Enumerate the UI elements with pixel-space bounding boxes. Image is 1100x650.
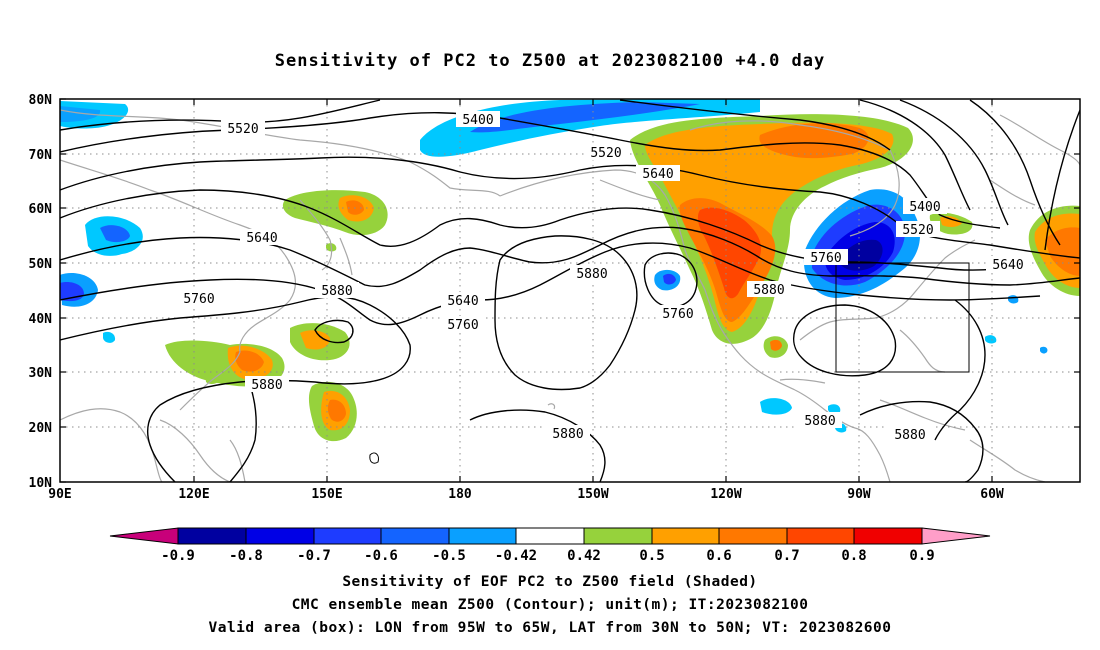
coastlines: [60, 109, 1080, 482]
svg-text:5520: 5520: [227, 122, 258, 137]
colorbar-labels: -0.9 -0.8 -0.7 -0.6 -0.5 -0.42 0.42 0.5 …: [161, 548, 935, 564]
svg-text:5880: 5880: [804, 414, 835, 429]
contour-label-5760-east: 5760: [804, 249, 848, 266]
contour-label-5760-pacific: 5760: [441, 316, 485, 333]
contour-label-5400-arctic: 5400: [456, 111, 500, 128]
svg-text:5640: 5640: [447, 294, 478, 309]
svg-text:5880: 5880: [321, 284, 352, 299]
longitude-axis: 90E 120E 150E 180 150W 120W 90W 60W: [48, 99, 1004, 502]
contour-label-5880-southwest: 5880: [245, 376, 289, 393]
svg-text:5640: 5640: [992, 258, 1023, 273]
lon-tick-label: 90E: [48, 487, 71, 502]
lon-tick-label: 120E: [178, 487, 209, 502]
contour-label-5880-tropics: 5880: [546, 425, 590, 442]
colorbar-tick-label: 0.9: [909, 548, 934, 564]
shaded-sensitivity-fields: [60, 99, 1080, 442]
svg-text:5880: 5880: [753, 283, 784, 298]
footer-line-3: Valid area (box): LON from 95W to 65W, L…: [208, 620, 892, 636]
colorbar-tick-label: 0.8: [841, 548, 866, 564]
latitude-axis: 80N 70N 60N 50N 40N 30N 20N 10N: [29, 93, 1080, 491]
contour-label-5400-east: 5400: [903, 198, 947, 215]
svg-text:5880: 5880: [894, 428, 925, 443]
svg-text:5520: 5520: [590, 146, 621, 161]
svg-text:5880: 5880: [251, 378, 282, 393]
colorbar-bin: [177, 527, 247, 545]
svg-text:5640: 5640: [642, 167, 673, 182]
colorbar-bin: [515, 527, 585, 545]
lon-tick-label: 90W: [847, 487, 871, 502]
contour-label-5520-central: 5520: [584, 144, 628, 161]
colorbar-bin: [786, 527, 855, 545]
colorbar-bin: [583, 527, 653, 545]
colorbar-bin: [380, 527, 450, 545]
contour-label-5880-pacific: 5880: [570, 265, 614, 282]
colorbar: [109, 527, 991, 545]
colorbar-tick-label: -0.8: [229, 548, 263, 564]
lat-tick-label: 30N: [29, 366, 53, 381]
lat-tick-label: 10N: [29, 476, 53, 491]
colorbar-bin: [245, 527, 315, 545]
plot-frame: [59, 98, 1081, 483]
svg-text:5880: 5880: [576, 267, 607, 282]
contour-label-5880-caribbean: 5880: [888, 426, 932, 443]
contour-labels: 5400 5520 5520 5640 5640 5760 5880 5640 …: [177, 111, 1030, 443]
colorbar-bin: [448, 527, 517, 545]
colorbar-tick-label: 0.42: [567, 548, 601, 564]
svg-text:5760: 5760: [662, 307, 693, 322]
colorbar-bin: [853, 527, 923, 545]
contour-label-5760-low: 5760: [656, 305, 700, 322]
lon-tick-label: 180: [448, 487, 472, 502]
colorbar-tick-label: 0.5: [639, 548, 664, 564]
contour-label-5520-west: 5520: [221, 120, 265, 137]
contour-label-5520-east: 5520: [896, 221, 940, 238]
footer-line-1: Sensitivity of EOF PC2 to Z500 field (Sh…: [342, 574, 758, 590]
lat-tick-label: 50N: [29, 257, 53, 272]
colorbar-upper-triangle: [921, 527, 991, 545]
valid-area-box: [835, 262, 970, 373]
colorbar-lower-triangle: [109, 527, 179, 545]
svg-text:5760: 5760: [447, 318, 478, 333]
colorbar-bin: [718, 527, 788, 545]
contour-label-5640-pacific: 5640: [441, 292, 485, 309]
svg-text:5400: 5400: [909, 200, 940, 215]
contour-label-5640-west: 5640: [240, 229, 284, 246]
svg-text:5880: 5880: [552, 427, 583, 442]
lat-tick-label: 60N: [29, 202, 53, 217]
contour-label-5640-east: 5640: [986, 256, 1030, 273]
colorbar-tick-label: 0.6: [706, 548, 731, 564]
contour-label-5880-gulf: 5880: [798, 412, 842, 429]
colorbar-bin: [651, 527, 720, 545]
contour-label-5880-west: 5880: [315, 282, 359, 299]
colorbar-tick-label: -0.9: [161, 548, 195, 564]
lat-tick-label: 70N: [29, 148, 53, 163]
lon-tick-label: 150W: [577, 487, 608, 502]
lon-tick-label: 120W: [710, 487, 741, 502]
svg-text:5760: 5760: [810, 251, 841, 266]
contour-label-5760-west: 5760: [177, 290, 221, 307]
colorbar-tick-label: -0.7: [297, 548, 331, 564]
svg-text:5400: 5400: [462, 113, 493, 128]
contour-label-5640-central: 5640: [636, 165, 680, 182]
lat-tick-label: 40N: [29, 312, 53, 327]
lon-tick-label: 60W: [980, 487, 1004, 502]
lon-tick-label: 150E: [311, 487, 342, 502]
contour-label-5880-east: 5880: [747, 281, 791, 298]
z500-contours: [60, 99, 1080, 482]
footer-line-2: CMC ensemble mean Z500 (Contour); unit(m…: [291, 597, 809, 613]
colorbar-tick-label: 0.7: [774, 548, 799, 564]
colorbar-tick-label: -0.42: [495, 548, 537, 564]
lat-tick-label: 80N: [29, 93, 53, 108]
map-title: Sensitivity of PC2 to Z500 at 2023082100…: [274, 51, 826, 71]
colorbar-tick-label: -0.5: [432, 548, 466, 564]
colorbar-bin: [313, 527, 382, 545]
svg-text:5640: 5640: [246, 231, 277, 246]
svg-text:5760: 5760: [183, 292, 214, 307]
colorbar-tick-label: -0.6: [364, 548, 398, 564]
lat-tick-label: 20N: [29, 421, 53, 436]
svg-text:5520: 5520: [902, 223, 933, 238]
